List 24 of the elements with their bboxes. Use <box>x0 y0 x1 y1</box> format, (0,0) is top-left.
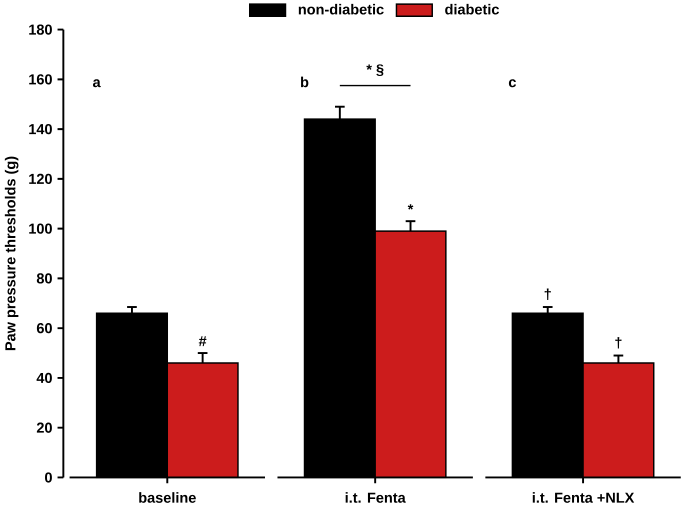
annotation: # <box>198 336 206 346</box>
annotation: c <box>508 79 516 88</box>
legend-label: non-diabetic <box>298 4 384 15</box>
annotation: b <box>301 76 308 88</box>
y-tick-label: 60 <box>36 323 52 334</box>
y-tick-label: 40 <box>36 372 52 384</box>
y-tick-label: 20 <box>36 422 52 433</box>
y-tick-label: 100 <box>29 224 52 234</box>
y-axis-title: Paw pressure thresholds (g) <box>4 156 18 350</box>
annotation: a <box>93 79 101 88</box>
y-tick-label: 180 <box>29 24 52 35</box>
annotation: † <box>615 337 622 349</box>
y-tick-label: 120 <box>29 174 52 184</box>
y-tick-label: 80 <box>36 273 52 284</box>
annotation: † <box>544 288 551 300</box>
annotation: * § <box>366 64 384 76</box>
x-tick-label: i.t. Fenta <box>346 492 406 503</box>
y-tick-label: 160 <box>29 74 52 85</box>
y-tick-label: 0 <box>45 472 52 483</box>
legend-label: diabetic <box>445 4 499 15</box>
x-tick-label: i.t. Fenta +NLX <box>532 492 634 503</box>
x-tick-label: baseline <box>139 492 196 503</box>
annotation: * <box>408 204 414 210</box>
y-tick-label: 140 <box>29 124 52 134</box>
